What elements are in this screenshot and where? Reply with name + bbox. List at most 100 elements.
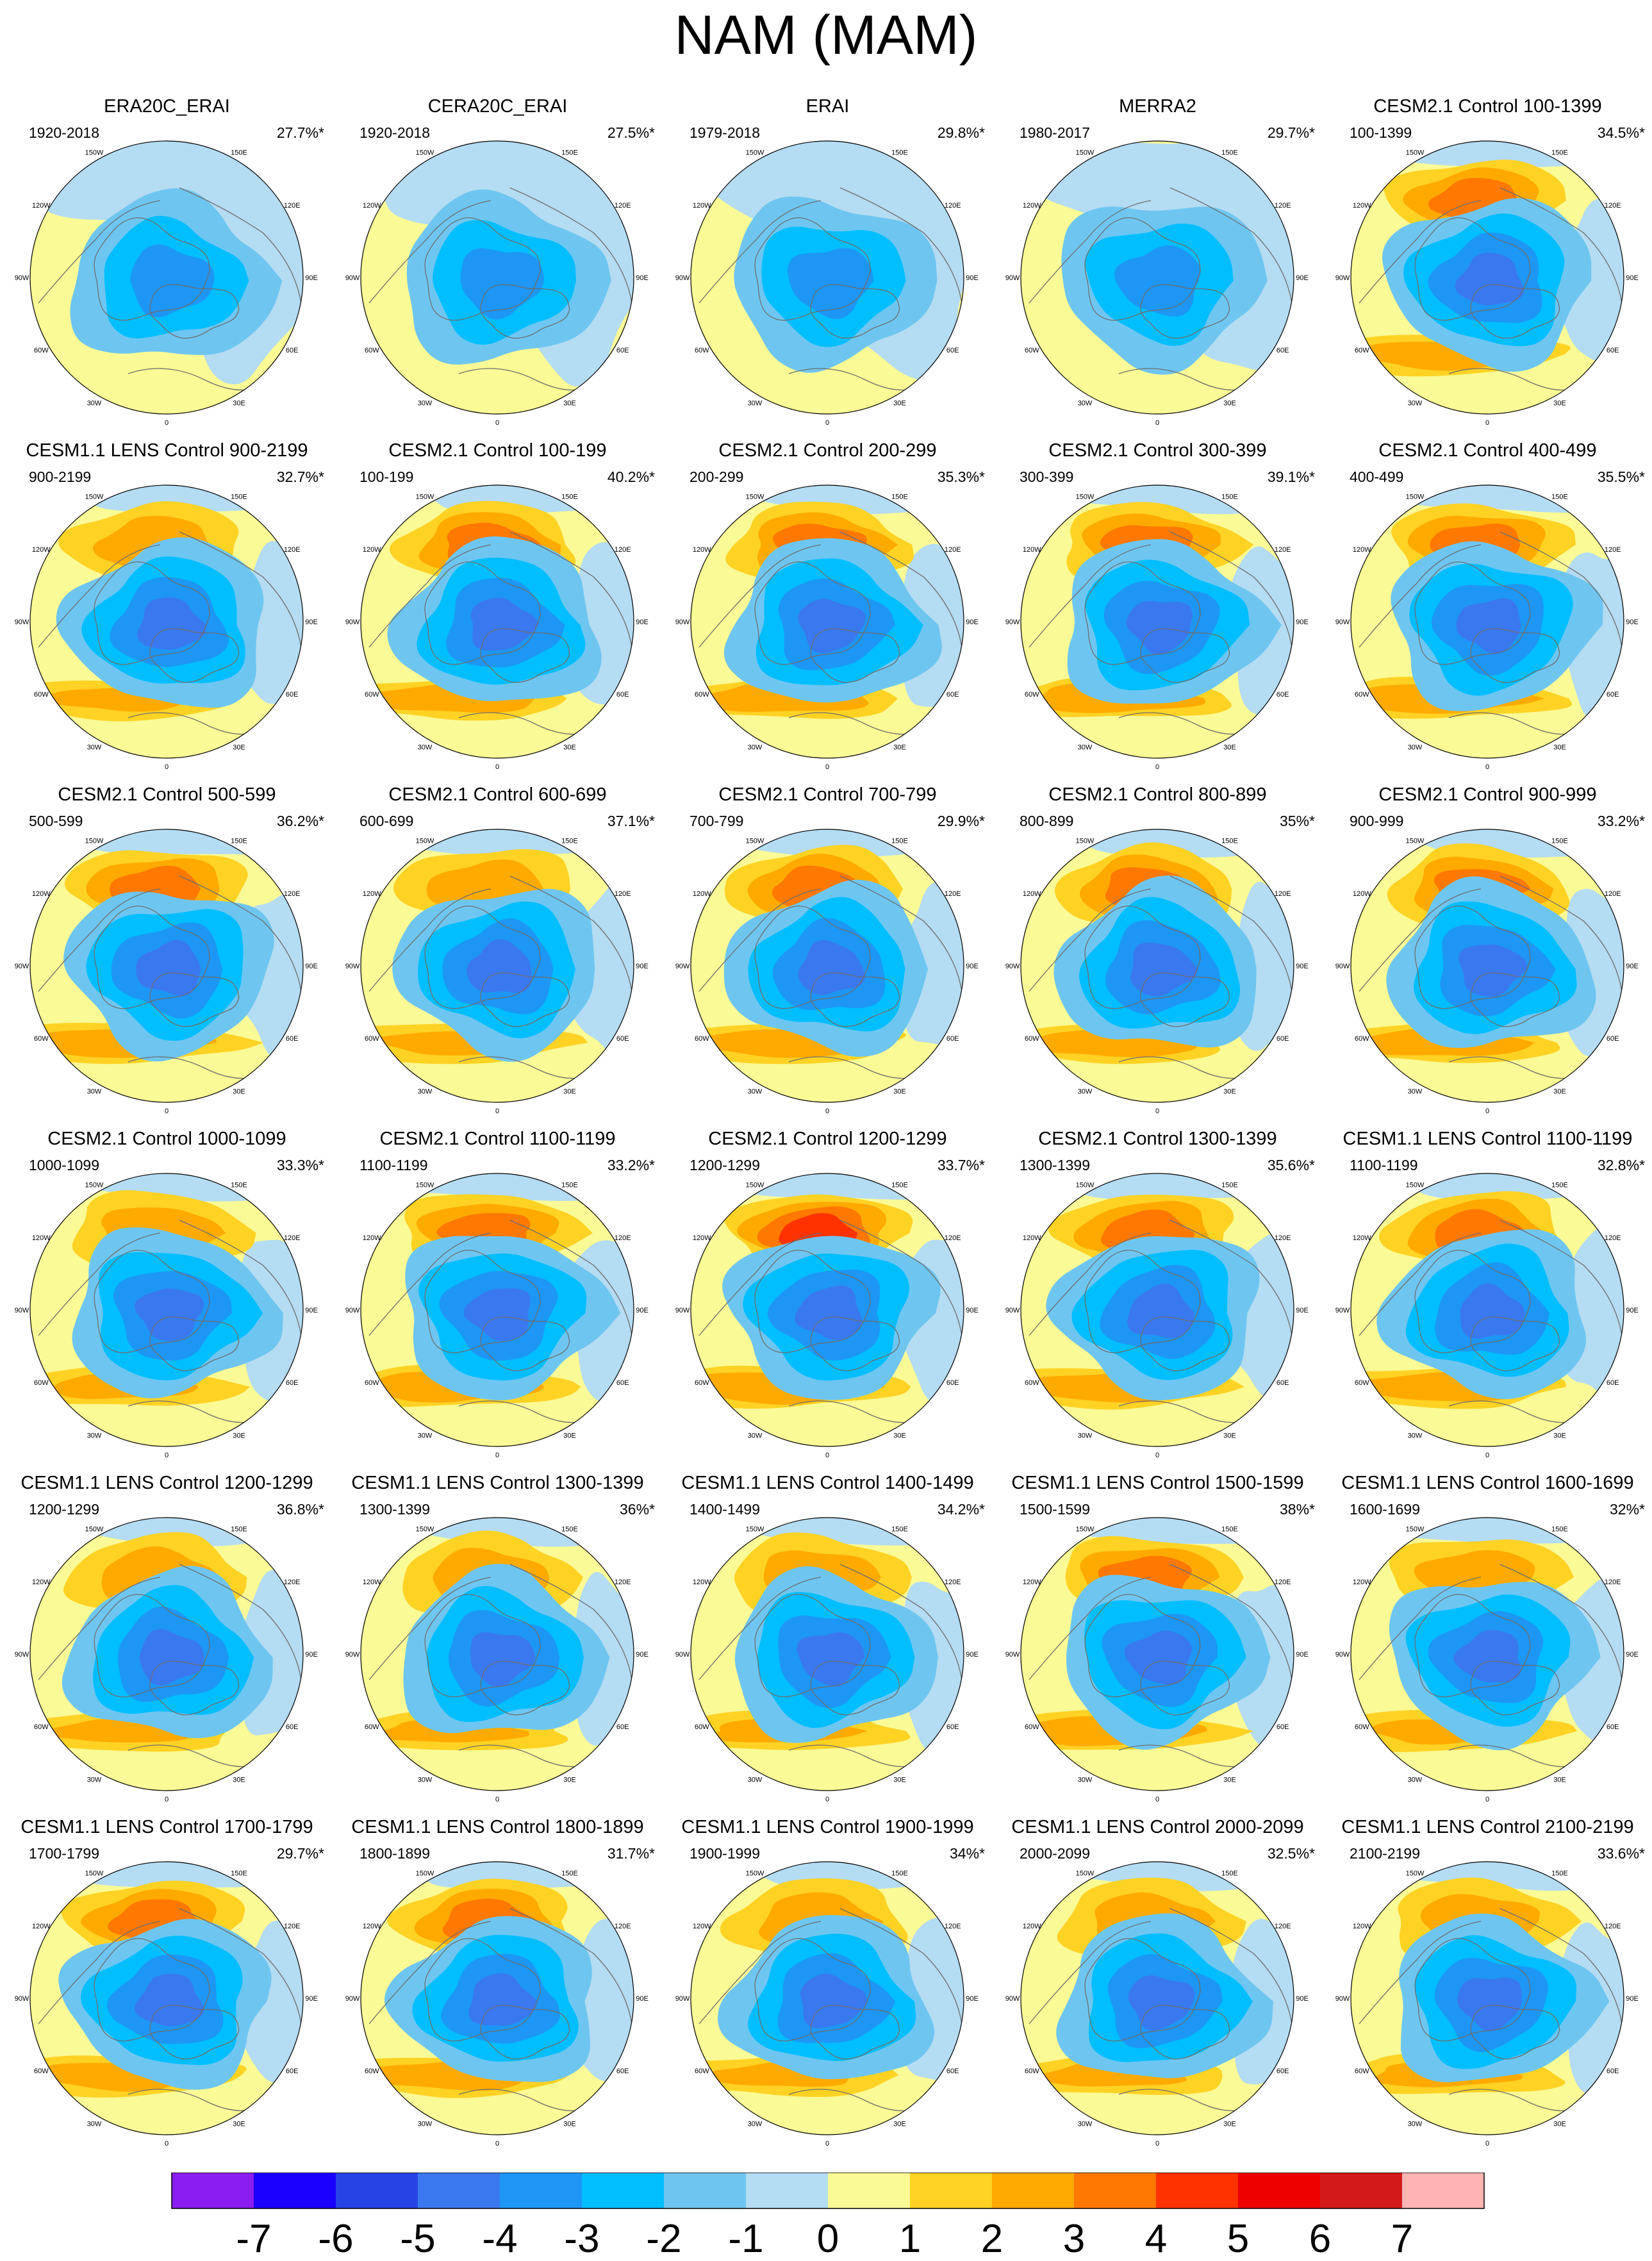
longitude-label: 60W: [1025, 1035, 1039, 1043]
coastline: [179, 875, 302, 992]
coastline: [1169, 187, 1293, 304]
longitude-label: 30E: [1223, 744, 1236, 752]
longitude-label: 60W: [34, 2067, 49, 2075]
panel-variance: 40.2%*: [607, 468, 655, 485]
panel-years: 900-999: [1350, 813, 1404, 829]
longitude-label: 60W: [34, 347, 49, 354]
coastline: [368, 888, 491, 992]
longitude-label: 30E: [563, 2121, 576, 2128]
longitude-label: 60E: [616, 347, 629, 354]
longitude-label: 150E: [231, 493, 247, 501]
longitude-label: 90W: [15, 618, 29, 626]
map-boundary: [690, 1861, 964, 2135]
coastline: [1359, 200, 1482, 304]
longitude-label: 60W: [1025, 1723, 1039, 1731]
panel-title: CESM1.1 LENS Control 1100-1199: [1342, 1129, 1633, 1149]
longitude-label: 60E: [946, 1379, 959, 1387]
longitude-label: 30E: [233, 400, 245, 408]
colorbar-tick-label: 2: [981, 2217, 1003, 2261]
longitude-label: 60E: [286, 1379, 299, 1387]
coastlines: [698, 531, 962, 735]
map-boundary: [690, 1517, 964, 1791]
map-boundary: [1020, 829, 1294, 1103]
longitude-label: 120W: [1023, 1923, 1041, 1930]
colorbar-frame: [171, 2173, 1485, 2209]
panel-variance: 32.8%*: [1597, 1157, 1645, 1173]
longitude-label: 120W: [1353, 1923, 1371, 1930]
panel-title: CESM1.1 LENS Control 2000-2099: [1011, 1817, 1304, 1837]
panel-title: CESM2.1 Control 1000-1099: [47, 1129, 286, 1149]
longitude-label: 60E: [616, 691, 629, 699]
longitude-label: 30W: [418, 400, 433, 408]
longitude-label: 0: [825, 1107, 829, 1115]
longitude-label: 120E: [945, 1923, 961, 1930]
panel-years: 1700-1799: [29, 1845, 99, 1862]
longitude-label: 30E: [563, 1088, 576, 1096]
map-boundary: [29, 140, 304, 415]
longitude-label: 90W: [15, 1307, 29, 1314]
longitude-label: 30E: [1553, 2121, 1566, 2128]
longitude-label: 60W: [695, 2067, 709, 2075]
longitude-label: 0: [1485, 1107, 1489, 1115]
panel-years: 800-899: [1020, 813, 1074, 829]
longitude-label: 0: [165, 2140, 169, 2148]
longitude-label: 90E: [1626, 1995, 1639, 2003]
longitude-label: 90E: [1626, 1307, 1639, 1314]
polar-negative-lobe: [463, 1288, 531, 1341]
coastline: [509, 531, 632, 648]
map-boundary: [360, 1517, 634, 1791]
coastline: [698, 544, 822, 648]
map-panel: ERAI1979-201829.8%*180150E120E90E60E30E0…: [663, 95, 993, 441]
coastline: [1169, 1564, 1293, 1680]
longitude-label: 120W: [1023, 1234, 1041, 1242]
polar-negative-lobe: [470, 597, 539, 651]
panel-variance: 36.2%*: [276, 813, 324, 829]
coastline: [1414, 1594, 1531, 1698]
map-panel: CESM1.1 LENS Control 1900-1999 1900-1999 3…: [663, 1816, 993, 2162]
longitude-label: 60E: [1276, 1035, 1289, 1043]
map-panel: CESM1.1 LENS Control 1100-1199 1100-1199 3…: [1323, 1127, 1652, 1473]
longitude-label: 30W: [1408, 1088, 1423, 1096]
coastline: [179, 1908, 302, 2025]
map-panel: CESM2.1 Control 1200-1299 1200-1299 33.7%*…: [663, 1127, 993, 1473]
polar-negative-lobe: [798, 599, 866, 654]
colorbar-tick-label: 7: [1391, 2217, 1413, 2261]
longitude-label: 90E: [966, 1307, 979, 1314]
coastline: [839, 1564, 962, 1680]
longitude-label: 90W: [345, 274, 360, 282]
panel-variance: 34%*: [950, 1845, 985, 1862]
colorbar-swatch: [910, 2173, 992, 2208]
panel-grid: ERA20C_ERAI1920-201827.7%*180150E120E90E…: [2, 95, 1652, 2148]
panel-title: CESM1.1 LENS Control 1600-1699: [1341, 1473, 1634, 1493]
polar-map: 180150E120E90E60E30E030W60W90W120W150W: [1005, 1861, 1309, 2148]
colorbar-swatch: [664, 2173, 746, 2208]
coastlines: [38, 1220, 302, 1423]
longitude-label: 150E: [561, 1181, 578, 1189]
longitude-label: 90E: [1626, 274, 1639, 282]
longitude-label: 60E: [1607, 2067, 1619, 2075]
panel-title: MERRA2: [1119, 96, 1196, 117]
map-panel: ERA20C_ERAI1920-201827.7%*180150E120E90E…: [2, 95, 332, 441]
longitude-label: 120W: [693, 546, 711, 554]
map-boundary: [29, 1861, 304, 2135]
coastline: [810, 1316, 900, 1371]
longitude-label: 30W: [1408, 2121, 1423, 2128]
coastline: [480, 284, 570, 339]
longitude-label: 60E: [946, 1723, 959, 1731]
coastline: [368, 1577, 491, 1680]
coastline: [94, 1250, 210, 1354]
longitude-label: 90W: [15, 274, 29, 282]
coastline: [38, 888, 161, 992]
longitude-label: 30W: [1408, 1777, 1423, 1784]
map-panel: MERRA21980-201729.7%*180150E120E90E60E30…: [993, 95, 1323, 441]
coastline: [1470, 1316, 1560, 1371]
coastline: [1499, 1220, 1623, 1336]
polar-map: 180150E120E90E60E30E030W60W90W120W150W: [1335, 1517, 1639, 1803]
longitude-label: 150E: [1221, 1525, 1238, 1533]
longitude-label: 90E: [1296, 963, 1309, 970]
longitude-label: 90W: [675, 1995, 690, 2003]
longitude-label: 150E: [1221, 1181, 1238, 1189]
map-panel: CESM1.1 LENS Control 1700-1799 1700-1799 2…: [2, 1816, 332, 2162]
colorbar-tick-label: -2: [646, 2217, 681, 2261]
negative-band: [1070, 1173, 1294, 1200]
